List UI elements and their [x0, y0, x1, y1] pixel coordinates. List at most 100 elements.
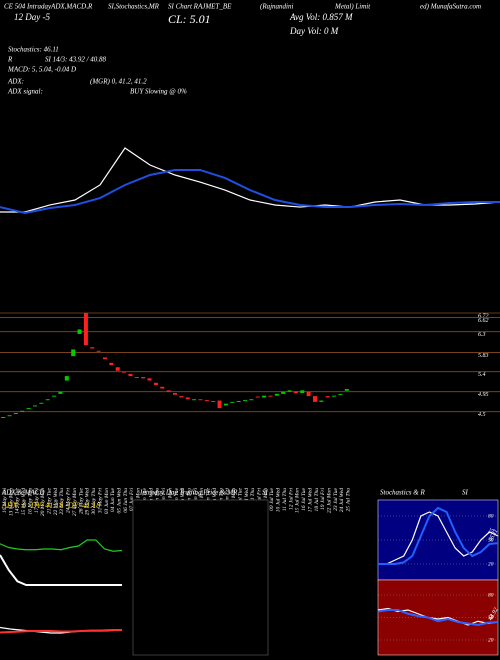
candle — [281, 391, 286, 394]
y-tick-label: 5.83 — [478, 353, 489, 359]
candle — [313, 396, 317, 402]
x-tick-label: 15 Jul Mon — [295, 488, 301, 513]
x-tick-label: 17 Jul Wed — [307, 488, 313, 512]
candle — [249, 399, 254, 401]
candle — [300, 390, 305, 393]
y-tick-label: 20 — [488, 561, 494, 567]
candle — [293, 391, 298, 393]
x-tick-label: 07 Jun Fri — [129, 488, 135, 512]
candle — [255, 396, 260, 398]
candle — [7, 415, 12, 417]
x-tick-label: 28 May Tue — [78, 487, 84, 514]
candle — [243, 400, 247, 402]
x-tick-label: 12 Jul Fri — [288, 488, 294, 510]
candle — [141, 377, 146, 379]
candle — [13, 413, 18, 414]
candle — [192, 399, 197, 401]
adx: ADX: — [7, 78, 24, 86]
x-tick-label: 13 May Mon — [8, 488, 14, 516]
signal: BUY Slowing @ 0% — [130, 88, 187, 96]
candle — [26, 408, 31, 410]
candle — [268, 395, 273, 397]
x-tick-label: 14 May Tue — [14, 487, 21, 514]
candle — [96, 350, 101, 352]
x-tick-label: 23 Jul Tue — [333, 487, 339, 510]
line — [0, 168, 500, 215]
y-tick-label: 20 — [488, 637, 494, 643]
rsi-prefix: R — [7, 56, 13, 64]
panel-title: ADX & MACD — [1, 489, 44, 497]
candle — [128, 373, 133, 377]
candle — [90, 347, 95, 349]
y-tick-label: 80 — [488, 592, 494, 598]
x-tick-label: 27 May Mon — [72, 488, 78, 516]
candle — [122, 371, 127, 373]
candle — [325, 396, 330, 398]
candle — [1, 417, 6, 418]
period: 12 Day -5 — [14, 12, 50, 22]
candle — [274, 393, 279, 396]
candle — [39, 402, 44, 404]
candle — [20, 410, 25, 412]
panel-title: SI — [262, 489, 269, 497]
x-tick-label: 10 Jul Wed — [276, 488, 282, 512]
x-tick-label: 22 May Wed — [53, 488, 59, 516]
header-title: SI Chart RAJMET_BE — [168, 3, 232, 11]
candle — [166, 390, 171, 392]
stochastics: Stochastics: 46.11 — [8, 46, 59, 54]
x-tick-label: 21 May Tue — [46, 487, 52, 514]
y-tick-label: 5.4 — [478, 371, 486, 378]
value-label: 44 — [487, 613, 496, 622]
avg-vol: Avg Vol: 0.857 M — [289, 12, 353, 22]
candle — [109, 362, 114, 365]
candle — [185, 397, 190, 400]
candle — [223, 403, 228, 406]
candle — [319, 400, 324, 402]
x-tick-label: 16 May Thu — [27, 488, 33, 515]
candle — [153, 382, 158, 385]
x-tick-label: 14 Jun Fri — [160, 488, 167, 512]
candle — [58, 391, 63, 394]
x-tick-label: 25 Jul Thu — [346, 488, 352, 512]
header-title: (Rajnandini — [260, 3, 293, 11]
y-tick-label: 4.95 — [478, 391, 489, 398]
close: CL: 5.01 — [168, 12, 211, 26]
candle — [179, 396, 184, 398]
adx-signal: ADX signal: — [7, 88, 43, 96]
y-tick-label: 4.5 — [478, 411, 486, 418]
line — [377, 609, 499, 627]
x-tick-label: 31 May Fri — [97, 488, 103, 515]
line — [0, 539, 123, 552]
candle — [344, 389, 349, 391]
line — [378, 506, 499, 565]
candle — [77, 329, 82, 334]
panel-title: Stochastics & R — [380, 489, 425, 497]
line — [0, 554, 122, 586]
adx-values: (MGR) 0, 41.2, 41.2 — [90, 78, 147, 86]
panel-title: SI — [462, 489, 469, 497]
candle — [160, 386, 165, 389]
line — [0, 147, 500, 213]
header-title: CE 504 IntradayADX,MACD,R — [4, 3, 93, 11]
candle — [306, 391, 311, 397]
x-tick-label: 09 Jul Tue — [269, 487, 275, 510]
y-tick-label: 6.3 — [478, 332, 486, 338]
candle — [173, 393, 177, 395]
y-tick-label: 80 — [488, 513, 494, 519]
line — [378, 511, 499, 565]
x-tick-label: 05 Jul Fri — [256, 488, 262, 510]
candle — [198, 399, 203, 401]
x-tick-label: 04 Jul Thu — [249, 488, 256, 512]
line — [377, 607, 499, 626]
x-tick-label: 30 May Thu — [91, 488, 97, 516]
x-tick-label: 10 May Fri — [2, 488, 8, 514]
candle — [147, 378, 152, 381]
value-label: 55 — [488, 527, 496, 535]
panel-title: Intraday Day Trading Price & MR — [139, 489, 238, 497]
x-tick-label: 21 Jun Fri — [193, 488, 199, 512]
x-tick-label: 06 Jun Thu — [123, 488, 129, 513]
x-tick-label: 23 May Thu — [59, 488, 65, 515]
candle — [211, 401, 216, 402]
x-tick-label: 29 May Wed — [85, 488, 91, 516]
y-tick-label: 50 — [488, 537, 494, 543]
